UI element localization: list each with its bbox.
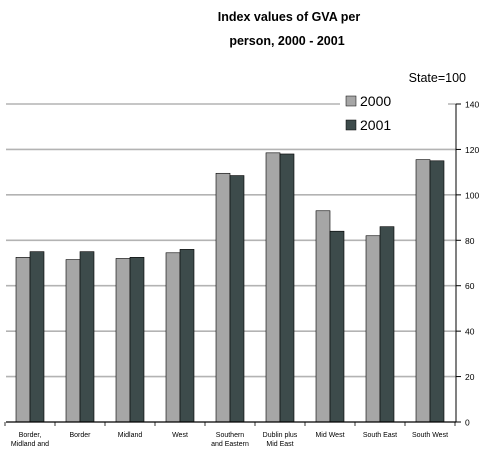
state-baseline-note: State=100: [409, 71, 466, 85]
bar-2000: [265, 152, 281, 423]
bar-2001: [379, 226, 395, 423]
category-label: Dublin plus: [263, 432, 298, 439]
bars: [15, 152, 445, 423]
legend: 2000 2001: [340, 92, 448, 142]
bar-2001: [129, 257, 145, 423]
bar-2001: [279, 153, 295, 423]
bar-2000: [415, 159, 431, 423]
y-tick-label: 100: [465, 190, 479, 200]
y-tick-label: 60: [465, 281, 475, 291]
bar-2000: [315, 210, 331, 423]
y-tick-label: 140: [465, 100, 479, 110]
legend-swatch-2001: [345, 119, 357, 131]
legend-swatch-2000: [345, 95, 357, 107]
bar-2000: [15, 257, 31, 423]
bar-2000: [365, 235, 381, 423]
category-label: South East: [363, 432, 397, 439]
bar-2001: [79, 251, 95, 423]
y-tick-label: 0: [465, 418, 470, 428]
category-label: and Eastern: [211, 441, 249, 448]
chart-title-line-1: Index values of GVA per: [218, 10, 361, 24]
bar-2001: [329, 230, 345, 423]
bar-2000: [165, 252, 181, 423]
bar-2000: [65, 259, 81, 423]
category-label: South West: [412, 432, 448, 439]
y-tick-label: 120: [465, 145, 479, 155]
bar-2000: [215, 172, 231, 423]
legend-background: [340, 92, 448, 142]
bar-2001: [229, 175, 245, 423]
category-label: Southern: [216, 432, 245, 439]
category-label: West: [172, 432, 188, 439]
bar-2001: [179, 249, 195, 423]
bar-2001: [29, 251, 45, 423]
category-label: Mid West: [315, 432, 344, 439]
category-label: Mid East: [266, 441, 293, 448]
bar-2000: [115, 258, 131, 423]
category-label: Midland: [118, 432, 143, 439]
y-tick-label: 40: [465, 327, 475, 337]
legend-label-2001: 2001: [360, 117, 391, 133]
y-tick-label: 20: [465, 372, 475, 382]
category-label: Border: [69, 432, 91, 439]
bar-2001: [429, 160, 445, 423]
category-label: Midland and: [11, 441, 49, 448]
legend-label-2000: 2000: [360, 93, 391, 109]
y-tick-label: 80: [465, 236, 475, 246]
category-label: Border,: [19, 432, 42, 439]
axes: 0 20 40 60 80 100 120 140 Border, Midland and Bord…: [4, 100, 479, 448]
chart-title-line-2: person, 2000 - 2001: [229, 34, 344, 48]
